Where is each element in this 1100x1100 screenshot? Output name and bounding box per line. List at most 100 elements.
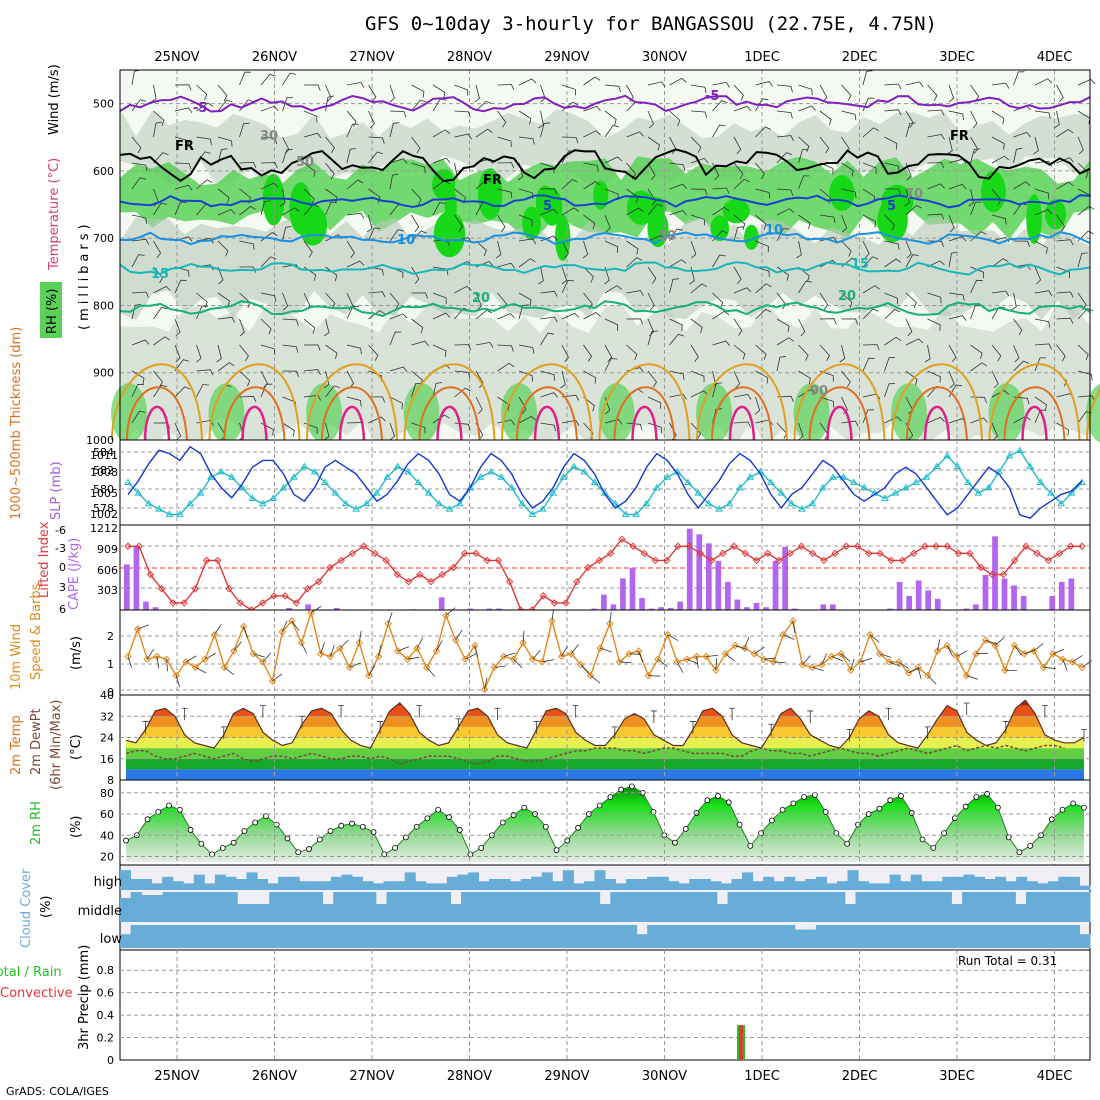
cloud-bar-low: [689, 925, 701, 948]
cloud-bar-high: [626, 879, 638, 890]
wind-barb: [303, 188, 315, 205]
cloud-bar-low: [1079, 934, 1091, 948]
wind-barb: [497, 214, 506, 232]
wind-barb-10m: [368, 665, 376, 676]
wind-barb: [131, 370, 145, 385]
minmax-marker: [1041, 705, 1048, 718]
cloud-bar-high: [1016, 876, 1028, 890]
wind-barb: [819, 110, 832, 126]
wind-barb: [561, 344, 569, 363]
wind-barb-10m: [898, 661, 909, 670]
cloud-bar-high: [773, 881, 785, 890]
cloud-bar-middle: [322, 904, 334, 922]
wind-barb: [1077, 344, 1089, 361]
wind-barb: [647, 396, 662, 409]
thickness-point: [767, 478, 775, 485]
thickness-point: [362, 499, 371, 507]
wind-barb: [776, 318, 790, 333]
wind-barb: [604, 156, 623, 164]
wind-barb: [862, 357, 875, 372]
cloud-bar-middle: [375, 904, 387, 922]
wind-barb: [733, 344, 746, 360]
wind-barb: [755, 98, 769, 112]
lifted-index-point: [741, 549, 750, 558]
cloud-bar-high: [1037, 883, 1049, 890]
wind-barb-10m: [185, 655, 197, 663]
wind-barb: [389, 422, 396, 441]
cloud-bar-low: [847, 925, 859, 948]
wind-barb: [948, 183, 967, 190]
wind-barb: [518, 214, 533, 226]
cloud-bar-low: [457, 925, 469, 948]
cape-axis: -6 -3 0 3 6 1212 909 606 303: [55, 522, 118, 616]
contour-25c: [306, 363, 398, 441]
wind-barb: [389, 366, 408, 372]
wind-barb: [518, 258, 536, 268]
wind-barb: [260, 136, 278, 145]
wind-barb: [690, 157, 709, 164]
wind-speed-point: [336, 644, 344, 652]
lifted-index-point: [808, 549, 817, 558]
rh-2m-panel: 80 60 40 20 2m RH (%): [29, 779, 1091, 866]
wind-barb-10m: [985, 639, 998, 645]
cloud-bar-middle: [706, 892, 718, 922]
wind-barb: [968, 188, 975, 207]
wind-barb: [196, 305, 208, 320]
cloud-bar-low: [562, 925, 574, 948]
precip-unit-label: 3hr Precip (mm): [77, 945, 92, 1050]
wind-speed-point: [673, 658, 681, 666]
wind-barb: [970, 266, 984, 279]
cloud-bar-middle: [599, 904, 611, 922]
lifted-index-point: [943, 542, 952, 550]
wind-barb: [798, 148, 809, 164]
wind-barb: [325, 344, 338, 360]
wind-barb: [239, 370, 251, 387]
wind-speed-point: [798, 660, 807, 669]
wind-barb: [626, 131, 644, 138]
wind-barb: [325, 84, 332, 103]
wind-barb: [776, 355, 786, 372]
rh-2m-point: [844, 840, 851, 847]
cloud-bar-middle: [130, 892, 142, 922]
cloud-bar-high: [415, 881, 427, 890]
wind-barb: [626, 207, 644, 216]
lifted-index-point: [865, 549, 873, 558]
rh-2m-point: [402, 834, 409, 841]
wind-barb: [389, 292, 400, 310]
thickness-point: [300, 462, 309, 470]
cloud-bar-high: [657, 876, 669, 890]
minmax-marker: [1002, 721, 1009, 734]
wind-barb: [798, 318, 806, 337]
minmax-marker: [924, 726, 931, 739]
cloud-bar-high: [478, 881, 490, 890]
wind-barb: [1034, 209, 1053, 216]
cloud-bar-middle: [823, 892, 835, 922]
wind-barb: [174, 162, 192, 170]
cape-bar: [934, 598, 941, 610]
thickness-point: [652, 483, 661, 491]
wind-barb-10m: [281, 620, 288, 633]
wind-barb: [862, 285, 880, 294]
wind-barb: [712, 340, 730, 346]
temp-tick: 16: [100, 753, 114, 766]
wind-barb: [475, 100, 492, 112]
wind-barb: [970, 344, 983, 359]
wind-barb: [1034, 78, 1053, 86]
wind-barb-10m: [946, 645, 954, 657]
cloud-bar-low: [351, 925, 363, 948]
wind-barb: [153, 202, 168, 216]
wind-barb: [389, 122, 400, 138]
cloud-bar-low: [921, 925, 933, 948]
wind-speed-point: [211, 630, 219, 639]
bottom-date-label: 25NOV: [154, 1069, 199, 1084]
wind-barb: [1013, 318, 1023, 336]
wind-barb: [497, 313, 515, 320]
wind-barb-10m: [291, 620, 300, 631]
cape-bar: [963, 608, 970, 610]
cloud-bar-middle: [279, 892, 292, 922]
lifted-index-point: [820, 556, 828, 565]
wind-barb: [862, 214, 876, 228]
li-tick: 6: [59, 603, 66, 616]
wind-barb: [174, 279, 187, 294]
wind-barb: [196, 179, 213, 190]
